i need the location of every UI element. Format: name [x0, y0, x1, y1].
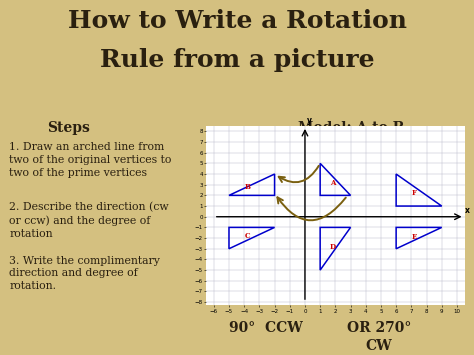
- Text: How to Write a Rotation: How to Write a Rotation: [67, 9, 407, 33]
- Text: y: y: [307, 116, 312, 125]
- Text: 2. Describe the direction (cw
or ccw) and the degree of
rotation: 2. Describe the direction (cw or ccw) an…: [9, 202, 169, 239]
- Text: x: x: [465, 206, 470, 215]
- Text: Steps: Steps: [47, 121, 90, 135]
- Text: F: F: [412, 189, 417, 197]
- Text: Rule from a picture: Rule from a picture: [100, 48, 374, 72]
- Text: 3. Write the complimentary
direction and degree of
rotation.: 3. Write the complimentary direction and…: [9, 256, 160, 291]
- Text: C: C: [245, 232, 250, 240]
- Text: CW: CW: [366, 339, 392, 353]
- Text: A: A: [329, 179, 335, 187]
- Text: B: B: [244, 183, 250, 191]
- Text: Model: A to B: Model: A to B: [298, 121, 404, 135]
- Text: OR 270°: OR 270°: [347, 321, 411, 335]
- Text: 1. Draw an arched line from
two of the original vertices to
two of the prime ver: 1. Draw an arched line from two of the o…: [9, 142, 172, 178]
- Text: E: E: [412, 233, 417, 241]
- Text: 90°  CCW: 90° CCW: [228, 321, 302, 335]
- Text: D: D: [329, 242, 336, 251]
